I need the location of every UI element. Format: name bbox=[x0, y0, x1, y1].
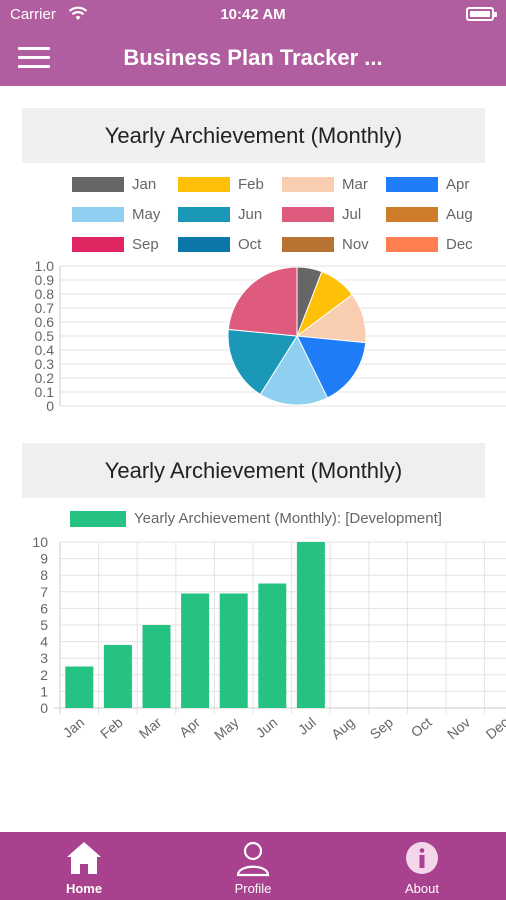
x-tick-label: Feb bbox=[97, 714, 126, 742]
x-tick-label: Jul bbox=[295, 714, 319, 738]
bar-mar bbox=[142, 625, 171, 708]
legend-label: Sep bbox=[132, 236, 159, 253]
status-time: 10:42 AM bbox=[220, 6, 286, 23]
y-tick-label: 0.8 bbox=[35, 286, 55, 302]
y-tick-label: 0.3 bbox=[35, 356, 55, 372]
bar-may bbox=[219, 593, 248, 708]
pie-chart-title: Yearly Archievement (Monthly) bbox=[22, 108, 485, 163]
x-tick-label: Mar bbox=[136, 714, 165, 742]
y-tick-label: 0 bbox=[46, 398, 54, 414]
tab-profile[interactable]: Profile bbox=[169, 832, 337, 900]
y-tick-label: 6 bbox=[40, 600, 48, 616]
status-bar: Carrier 10:42 AM bbox=[0, 0, 506, 30]
y-tick-label: 0 bbox=[40, 700, 48, 716]
pie-slice-jun bbox=[227, 328, 298, 396]
legend-swatch bbox=[70, 511, 126, 527]
legend-swatch bbox=[282, 237, 334, 252]
legend-swatch bbox=[178, 237, 230, 252]
x-tick-label: Apr bbox=[176, 714, 203, 740]
y-tick-label: 0.7 bbox=[35, 300, 55, 316]
bar-feb bbox=[103, 644, 132, 708]
y-tick-label: 7 bbox=[40, 584, 48, 600]
y-tick-label: 0.9 bbox=[35, 272, 55, 288]
tab-about-label: About bbox=[405, 881, 439, 896]
legend-label: Nov bbox=[342, 236, 369, 253]
y-tick-label: 0.6 bbox=[35, 314, 55, 330]
bar-jan bbox=[65, 666, 94, 708]
tab-home-label: Home bbox=[65, 881, 103, 896]
legend-label: Aug bbox=[446, 206, 473, 223]
x-tick-label: Nov bbox=[444, 714, 473, 742]
legend-label: Jan bbox=[132, 176, 157, 193]
x-tick-label: Oct bbox=[408, 714, 435, 740]
legend-label: Apr bbox=[446, 176, 470, 193]
y-tick-label: 2 bbox=[40, 667, 48, 683]
legend-label: Mar bbox=[342, 176, 368, 193]
y-tick-label: 0.5 bbox=[35, 328, 55, 344]
x-tick-label: Jun bbox=[253, 714, 281, 741]
pie-slice-jul bbox=[227, 266, 298, 337]
y-tick-label: 0.1 bbox=[35, 384, 55, 400]
x-tick-label: Aug bbox=[328, 714, 357, 742]
x-tick-label: May bbox=[211, 714, 242, 743]
legend-swatch bbox=[72, 207, 124, 222]
pie-slice-may bbox=[259, 334, 329, 406]
legend-label: Yearly Archievement (Monthly): [Developm… bbox=[134, 510, 442, 527]
home-icon bbox=[67, 842, 101, 874]
y-tick-label: 5 bbox=[40, 617, 48, 633]
navigation-bar: Business Plan Tracker ... bbox=[0, 30, 506, 86]
pie-chart: 00.10.20.30.40.50.60.70.80.91.0 bbox=[35, 258, 506, 414]
legend-swatch bbox=[178, 207, 230, 222]
hamburger-menu-icon[interactable] bbox=[18, 47, 50, 69]
legend-label: Oct bbox=[238, 236, 262, 253]
y-tick-label: 1.0 bbox=[35, 258, 55, 274]
bar-chart-title: Yearly Archievement (Monthly) bbox=[22, 443, 485, 498]
legend-label: Dec bbox=[446, 236, 473, 253]
profile-icon bbox=[236, 841, 270, 877]
y-tick-label: 1 bbox=[40, 683, 48, 699]
pie-slice-apr bbox=[296, 335, 367, 399]
page-title: Business Plan Tracker ... bbox=[123, 45, 383, 70]
bar-jun bbox=[258, 583, 287, 708]
legend-swatch bbox=[386, 207, 438, 222]
carrier-label: Carrier bbox=[10, 6, 56, 23]
tab-about[interactable]: About bbox=[338, 832, 506, 900]
legend-label: Feb bbox=[238, 176, 264, 193]
info-icon bbox=[406, 842, 438, 874]
legend-swatch bbox=[386, 177, 438, 192]
y-tick-label: 0.4 bbox=[35, 342, 55, 358]
legend-swatch bbox=[282, 207, 334, 222]
y-tick-label: 3 bbox=[40, 650, 48, 666]
y-tick-label: 0.2 bbox=[35, 370, 55, 386]
y-tick-label: 10 bbox=[32, 534, 48, 550]
legend-swatch bbox=[72, 237, 124, 252]
tab-bar: Home Profile About bbox=[0, 832, 506, 900]
legend-label: May bbox=[132, 206, 161, 223]
bar-apr bbox=[181, 593, 210, 708]
y-tick-label: 8 bbox=[40, 567, 48, 583]
legend-swatch bbox=[386, 237, 438, 252]
legend-swatch bbox=[72, 177, 124, 192]
x-tick-label: Jan bbox=[60, 714, 88, 741]
battery-icon bbox=[466, 7, 497, 21]
y-tick-label: 9 bbox=[40, 551, 48, 567]
legend-label: Jun bbox=[238, 206, 263, 223]
x-tick-label: Sep bbox=[367, 714, 397, 742]
tab-home[interactable]: Home bbox=[0, 832, 168, 900]
legend-label: Jul bbox=[342, 206, 362, 223]
legend-swatch bbox=[178, 177, 230, 192]
x-tick-label: Dec bbox=[482, 714, 506, 742]
legend-swatch bbox=[282, 177, 334, 192]
y-tick-label: 4 bbox=[40, 634, 48, 650]
wifi-icon bbox=[68, 6, 88, 26]
bar-jul bbox=[296, 542, 325, 708]
tab-profile-label: Profile bbox=[234, 881, 272, 896]
